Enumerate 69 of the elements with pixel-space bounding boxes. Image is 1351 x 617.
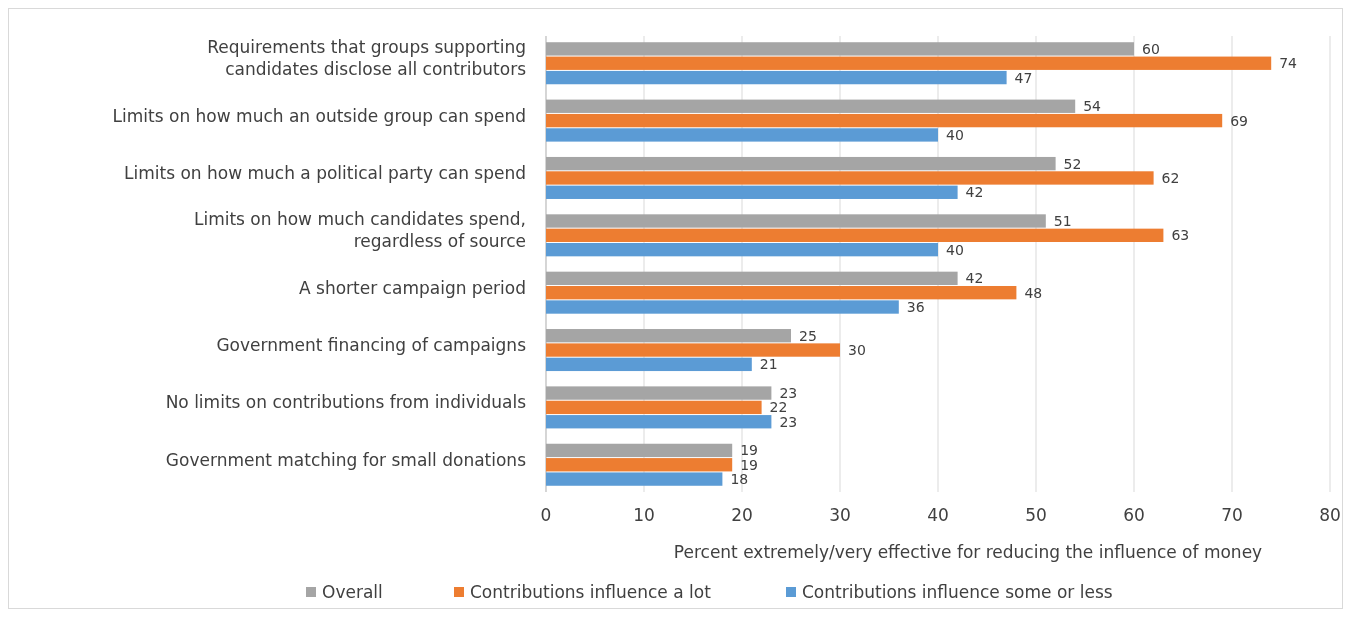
bar: [546, 171, 1154, 185]
bar: [546, 343, 840, 357]
bar: [546, 443, 733, 458]
bar: [546, 300, 899, 314]
bar: [546, 128, 938, 142]
x-tick-label: 60: [1123, 505, 1145, 525]
bar: [546, 99, 1076, 113]
data-label: 18: [730, 471, 749, 488]
bar: [546, 357, 752, 372]
data-label: 74: [1279, 55, 1298, 72]
data-label: 51: [1053, 212, 1072, 229]
bar: [546, 472, 723, 486]
bar: [546, 329, 791, 343]
bar: [546, 56, 1272, 70]
y-tick-label: No limits on contributions from individuals: [165, 392, 527, 413]
data-label: 54: [1083, 98, 1102, 115]
legend-label: Contributions influence a lot: [470, 582, 712, 602]
data-label: 25: [799, 327, 817, 344]
y-tick-label: Government financing of campaigns: [216, 335, 527, 356]
bar: [546, 400, 762, 415]
bar: [546, 286, 1017, 300]
data-label: 40: [946, 241, 964, 258]
data-label: 62: [1161, 169, 1180, 186]
bar: [546, 458, 733, 472]
data-label: 30: [848, 342, 866, 359]
bar: [546, 214, 1046, 228]
data-label: 42: [965, 184, 984, 201]
data-label: 21: [759, 356, 778, 373]
bar: [546, 42, 1134, 56]
data-label: 40: [946, 126, 964, 143]
y-tick-label: Requirements that groups supporting candidates disclose all contributors: [207, 37, 527, 80]
data-label: 19: [740, 442, 759, 459]
data-label: 63: [1171, 227, 1190, 244]
x-tick-label: 80: [1319, 505, 1341, 525]
legend-label: Contributions influence some or less: [802, 582, 1113, 602]
x-tick-label: 30: [829, 505, 851, 525]
y-tick-label: Government matching for small donations: [165, 449, 527, 470]
bar: [546, 228, 1164, 242]
y-tick-label: Limits on how much an outside group can spend: [112, 105, 526, 126]
data-label: 52: [1063, 155, 1082, 172]
bar: [546, 113, 1223, 128]
y-tick-label: A shorter campaign period: [299, 277, 526, 298]
data-label: 36: [906, 299, 925, 316]
x-axis-title: Percent extremely/very effective for reducing the influence of money: [673, 542, 1263, 562]
data-label: 23: [779, 385, 798, 402]
y-tick-label: Limits on how much candidates spend, regardless of source: [193, 209, 526, 252]
bar: [546, 70, 1007, 85]
x-tick-label: 40: [927, 505, 949, 525]
data-label: 23: [779, 413, 798, 430]
x-tick-label: 0: [540, 505, 552, 525]
legend-label: Overall: [322, 582, 383, 602]
x-tick-label: 20: [731, 505, 753, 525]
x-tick-label: 70: [1221, 505, 1243, 525]
data-label: 47: [1014, 69, 1033, 86]
bar: [546, 185, 958, 199]
bar: [546, 415, 772, 429]
data-label: 22: [769, 399, 788, 416]
bar: [546, 242, 938, 257]
bar: [546, 386, 772, 400]
bar: [546, 156, 1056, 171]
data-label: 60: [1142, 40, 1160, 57]
data-label: 48: [1024, 284, 1043, 301]
y-tick-label: Limits on how much a political party can spend: [123, 162, 526, 183]
x-tick-label: 10: [633, 505, 655, 525]
data-label: 42: [965, 270, 984, 287]
data-label: 69: [1230, 112, 1249, 129]
bar: [546, 271, 958, 286]
x-tick-label: 50: [1025, 505, 1047, 525]
data-label: 19: [740, 456, 759, 473]
